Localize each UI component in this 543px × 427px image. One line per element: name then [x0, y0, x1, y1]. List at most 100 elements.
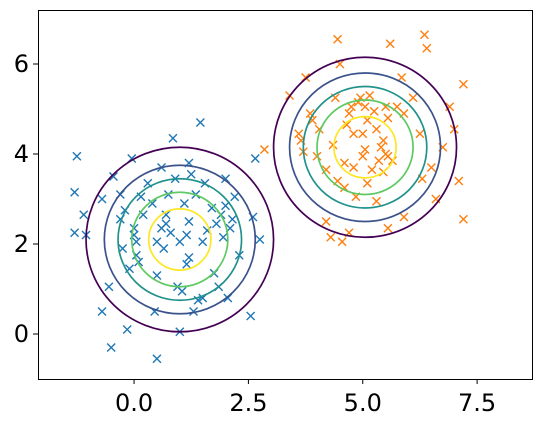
data-point: [70, 187, 80, 197]
data-point: [147, 199, 157, 208]
data-point: [195, 118, 205, 127]
data-point: [152, 237, 162, 247]
data-point: [175, 237, 185, 247]
data-point: [221, 201, 231, 211]
data-point: [70, 228, 80, 238]
contour-level-1: [103, 164, 257, 315]
contour-group-1: [272, 56, 458, 239]
data-point: [104, 282, 114, 292]
y-tick-label: 2: [14, 230, 29, 258]
data-point: [97, 194, 107, 204]
data-point: [161, 219, 171, 229]
data-point: [189, 307, 199, 316]
data-point: [182, 230, 192, 240]
data-point: [349, 163, 359, 172]
data-point: [360, 145, 370, 154]
data-point: [79, 210, 89, 220]
contour-level-2: [302, 85, 428, 209]
contour-level-3: [130, 191, 229, 288]
y-tick-label: 4: [14, 140, 29, 168]
data-point: [152, 271, 162, 280]
data-point: [337, 237, 347, 247]
data-point: [198, 237, 208, 247]
contour-level-0: [85, 146, 275, 333]
data-point: [360, 102, 370, 112]
x-tick-label: 7.5: [458, 389, 496, 417]
data-point: [177, 286, 187, 296]
data-point: [376, 142, 386, 152]
series-1: [259, 30, 468, 247]
data-point: [371, 124, 381, 134]
data-point: [182, 259, 192, 269]
data-point: [211, 219, 221, 229]
data-point: [255, 235, 265, 244]
data-point: [227, 214, 237, 224]
data-point: [415, 129, 425, 139]
plot-area: [70, 30, 468, 364]
data-point: [358, 129, 368, 139]
data-point: [358, 151, 368, 161]
data-point: [152, 354, 162, 364]
data-point: [230, 192, 240, 202]
x-tick-label: 2.5: [229, 389, 267, 417]
data-point: [383, 223, 393, 233]
x-tick-label: 0.0: [115, 389, 153, 417]
data-point: [184, 253, 194, 262]
data-point: [422, 43, 432, 53]
data-point: [328, 140, 338, 150]
data-point: [159, 244, 169, 253]
data-point: [367, 165, 377, 175]
data-point: [420, 30, 430, 40]
data-point: [131, 237, 141, 247]
y-tick-label: 0: [14, 320, 29, 348]
data-point: [186, 169, 196, 179]
data-point: [250, 154, 260, 163]
data-point: [218, 232, 228, 242]
data-point: [207, 203, 217, 213]
data-point: [333, 34, 343, 44]
data-point: [184, 217, 194, 226]
data-point: [399, 212, 409, 222]
series-0: [70, 118, 265, 364]
data-point: [326, 232, 336, 242]
data-point: [369, 106, 379, 116]
axes-frame: [38, 10, 533, 380]
data-point: [259, 145, 269, 154]
data-point: [342, 120, 352, 130]
data-point: [168, 133, 178, 143]
data-point: [72, 151, 82, 161]
data-point: [108, 172, 118, 181]
data-point: [179, 199, 189, 208]
data-point: [374, 156, 384, 166]
data-point: [106, 343, 116, 352]
data-point: [97, 307, 107, 316]
data-point: [161, 210, 171, 220]
data-point: [346, 102, 356, 112]
data-point: [163, 190, 173, 199]
data-point: [294, 129, 304, 139]
contour-level-4: [147, 208, 212, 271]
data-point: [445, 102, 455, 112]
y-tick-label: 6: [14, 50, 29, 78]
contour-level-3: [316, 99, 414, 196]
data-point: [454, 176, 464, 186]
data-point: [378, 136, 388, 145]
data-point: [408, 93, 418, 103]
contour-level-1: [288, 72, 442, 223]
x-tick-label: 5.0: [344, 389, 382, 417]
data-point: [371, 196, 381, 206]
data-point: [129, 223, 139, 233]
data-point: [122, 325, 132, 334]
contour-level-0: [272, 56, 458, 239]
data-point: [166, 228, 176, 238]
contour-level-2: [117, 177, 243, 302]
data-point: [321, 217, 331, 226]
data-point: [344, 109, 354, 118]
data-point: [362, 178, 372, 188]
data-point: [365, 91, 375, 100]
data-point: [339, 158, 349, 168]
y-axis: 0 2 4 6: [14, 50, 38, 348]
data-point: [307, 115, 317, 125]
data-point: [349, 129, 359, 139]
